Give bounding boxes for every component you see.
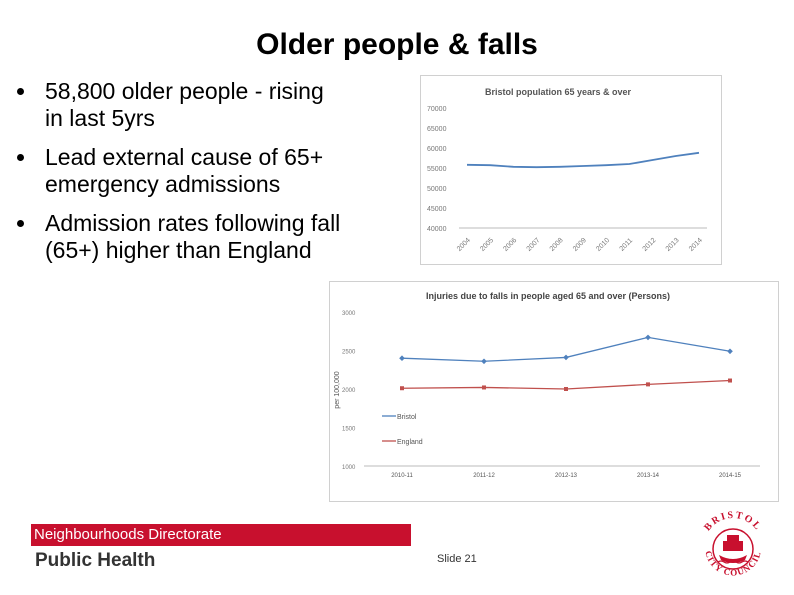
x-tick-label: 2006 xyxy=(502,237,518,253)
y-tick-label: 60000 xyxy=(427,146,447,153)
x-tick-label: 2011-12 xyxy=(473,473,495,479)
slide-title: Older people & falls xyxy=(256,28,538,61)
x-tick-label: 2008 xyxy=(549,237,565,253)
bullet-list: 58,800 older people - rising in last 5yr… xyxy=(14,78,344,276)
x-tick-label: 2004 xyxy=(456,237,472,253)
bullet-item: Lead external cause of 65+ emergency adm… xyxy=(14,144,344,198)
falls-chart: Injuries due to falls in people aged 65 … xyxy=(329,281,779,502)
y-tick-label: 1000 xyxy=(342,465,356,471)
bullet-item: 58,800 older people - rising in last 5yr… xyxy=(14,78,344,132)
bullet-text: Admission rates following fall (65+) hig… xyxy=(45,210,341,263)
footer-directorate: Neighbourhoods Directorate xyxy=(34,526,222,543)
data-point-england xyxy=(482,385,486,390)
x-tick-label: 2011 xyxy=(619,237,635,253)
y-tick-label: 3000 xyxy=(342,311,356,317)
bullet-dot-icon xyxy=(17,220,24,227)
x-tick-label: 2012 xyxy=(642,237,658,253)
x-tick-label: 2010-11 xyxy=(391,473,413,479)
data-point-england xyxy=(400,386,404,391)
y-tick-label: 2500 xyxy=(342,350,356,356)
y-axis-label: per 100,000 xyxy=(334,371,341,408)
svg-text:CITY COUNCIL: CITY COUNCIL xyxy=(703,550,763,578)
series-line-population xyxy=(466,151,700,169)
x-tick-label: 2014 xyxy=(688,237,704,253)
data-point-england xyxy=(646,382,650,387)
bristol-city-council-logo: BRISTOL CITY COUNCIL xyxy=(702,510,764,578)
y-tick-label: 1500 xyxy=(342,427,356,433)
x-tick-label: 2013 xyxy=(665,237,681,253)
data-point-bristol xyxy=(645,334,651,341)
slide-number: Slide 21 xyxy=(437,553,477,565)
bullet-text: 58,800 older people - rising in last 5yr… xyxy=(45,78,324,131)
data-point-bristol xyxy=(399,355,405,362)
footer-brand: Public Health xyxy=(35,550,156,571)
x-tick-label: 2013-14 xyxy=(637,473,660,479)
falls-chart-svg: Injuries due to falls in people aged 65 … xyxy=(334,291,760,479)
legend-label: Bristol xyxy=(397,414,417,421)
x-tick-label: 2005 xyxy=(479,237,495,253)
x-tick-label: 2009 xyxy=(572,237,588,253)
bullet-dot-icon xyxy=(17,88,24,95)
y-tick-label: 50000 xyxy=(427,186,447,193)
data-point-england xyxy=(728,378,732,383)
data-point-bristol xyxy=(481,358,487,365)
x-tick-label: 2012-13 xyxy=(555,473,578,479)
x-tick-label: 2010 xyxy=(595,237,611,253)
legend-label: England xyxy=(397,439,423,446)
y-tick-label: 70000 xyxy=(427,106,447,113)
y-tick-label: 2000 xyxy=(342,388,356,394)
y-tick-label: 40000 xyxy=(427,226,447,233)
y-tick-label: 55000 xyxy=(427,166,447,173)
y-tick-label: 45000 xyxy=(427,206,447,213)
x-tick-label: 2014-15 xyxy=(719,473,742,479)
bullet-text: Lead external cause of 65+ emergency adm… xyxy=(45,144,324,197)
population-chart-svg: Bristol population 65 years & over 70000 6… xyxy=(427,87,707,253)
svg-text:BRISTOL: BRISTOL xyxy=(702,510,764,533)
data-point-england xyxy=(564,387,568,391)
bullet-item: Admission rates following fall (65+) hig… xyxy=(14,210,344,264)
y-tick-label: 65000 xyxy=(427,126,447,133)
footer-bar: Neighbourhoods Directorate xyxy=(31,524,411,546)
population-chart: Bristol population 65 years & over 70000 6… xyxy=(420,75,722,265)
data-point-bristol xyxy=(563,354,569,361)
data-point-bristol xyxy=(727,348,733,355)
chart-title: Bristol population 65 years & over xyxy=(485,87,632,97)
x-tick-label: 2007 xyxy=(526,237,542,253)
bullet-dot-icon xyxy=(17,154,24,161)
chart-title: Injuries due to falls in people aged 65 … xyxy=(426,291,670,301)
